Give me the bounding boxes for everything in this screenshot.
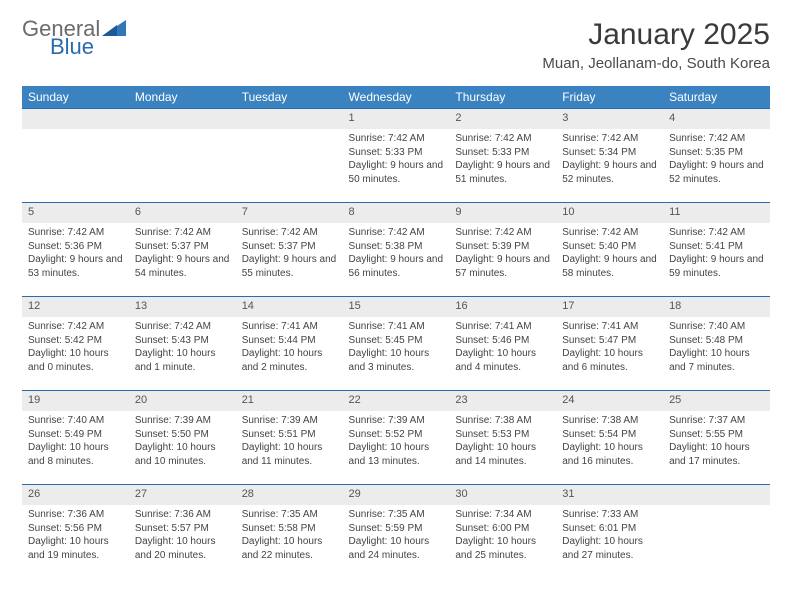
day-info-cell: Sunrise: 7:38 AMSunset: 5:53 PMDaylight:…	[449, 411, 556, 485]
title-block: January 2025 Muan, Jeollanam-do, South Ko…	[542, 18, 770, 72]
day-info-cell: Sunrise: 7:35 AMSunset: 5:58 PMDaylight:…	[236, 505, 343, 578]
day-info-cell: Sunrise: 7:41 AMSunset: 5:45 PMDaylight:…	[343, 317, 450, 391]
day-header: Saturday	[663, 86, 770, 109]
day-info-cell: Sunrise: 7:38 AMSunset: 5:54 PMDaylight:…	[556, 411, 663, 485]
day-header: Thursday	[449, 86, 556, 109]
day-info-cell: Sunrise: 7:40 AMSunset: 5:49 PMDaylight:…	[22, 411, 129, 485]
day-number-cell	[129, 109, 236, 130]
day-number-cell: 21	[236, 391, 343, 412]
calendar-body: 1234 Sunrise: 7:42 AMSunset: 5:33 PMDayl…	[22, 109, 770, 579]
info-row: Sunrise: 7:42 AMSunset: 5:36 PMDaylight:…	[22, 223, 770, 297]
day-info-cell: Sunrise: 7:42 AMSunset: 5:35 PMDaylight:…	[663, 129, 770, 203]
day-number-cell: 29	[343, 485, 450, 506]
day-info-cell: Sunrise: 7:42 AMSunset: 5:37 PMDaylight:…	[236, 223, 343, 297]
daynum-row: 12131415161718	[22, 297, 770, 318]
day-number-cell	[22, 109, 129, 130]
day-info-cell: Sunrise: 7:36 AMSunset: 5:56 PMDaylight:…	[22, 505, 129, 578]
day-info-cell: Sunrise: 7:35 AMSunset: 5:59 PMDaylight:…	[343, 505, 450, 578]
day-number-cell	[236, 109, 343, 130]
day-number-cell: 16	[449, 297, 556, 318]
day-number-cell: 9	[449, 203, 556, 224]
day-info-cell	[236, 129, 343, 203]
day-header: Monday	[129, 86, 236, 109]
day-info-cell: Sunrise: 7:41 AMSunset: 5:47 PMDaylight:…	[556, 317, 663, 391]
day-number-cell: 30	[449, 485, 556, 506]
day-number-cell: 1	[343, 109, 450, 130]
day-info-cell: Sunrise: 7:39 AMSunset: 5:50 PMDaylight:…	[129, 411, 236, 485]
day-number-cell: 22	[343, 391, 450, 412]
daynum-row: 567891011	[22, 203, 770, 224]
day-info-cell: Sunrise: 7:42 AMSunset: 5:38 PMDaylight:…	[343, 223, 450, 297]
info-row: Sunrise: 7:36 AMSunset: 5:56 PMDaylight:…	[22, 505, 770, 578]
day-number-cell: 28	[236, 485, 343, 506]
day-info-cell: Sunrise: 7:42 AMSunset: 5:34 PMDaylight:…	[556, 129, 663, 203]
day-number-cell: 23	[449, 391, 556, 412]
day-info-cell: Sunrise: 7:39 AMSunset: 5:52 PMDaylight:…	[343, 411, 450, 485]
day-number-cell: 8	[343, 203, 450, 224]
day-info-cell: Sunrise: 7:42 AMSunset: 5:43 PMDaylight:…	[129, 317, 236, 391]
day-header: Sunday	[22, 86, 129, 109]
day-number-cell: 13	[129, 297, 236, 318]
day-info-cell: Sunrise: 7:42 AMSunset: 5:40 PMDaylight:…	[556, 223, 663, 297]
day-info-cell: Sunrise: 7:42 AMSunset: 5:37 PMDaylight:…	[129, 223, 236, 297]
info-row: Sunrise: 7:40 AMSunset: 5:49 PMDaylight:…	[22, 411, 770, 485]
calendar-head: SundayMondayTuesdayWednesdayThursdayFrid…	[22, 86, 770, 109]
day-number-cell: 15	[343, 297, 450, 318]
day-number-cell: 26	[22, 485, 129, 506]
day-number-cell: 18	[663, 297, 770, 318]
day-number-cell: 4	[663, 109, 770, 130]
day-number-cell: 31	[556, 485, 663, 506]
day-info-cell: Sunrise: 7:36 AMSunset: 5:57 PMDaylight:…	[129, 505, 236, 578]
logo-text-blue: Blue	[50, 36, 126, 58]
day-header: Wednesday	[343, 86, 450, 109]
daynum-row: 1234	[22, 109, 770, 130]
daynum-row: 262728293031	[22, 485, 770, 506]
day-number-cell: 14	[236, 297, 343, 318]
brand-logo: GeneralBlue	[22, 18, 126, 58]
day-info-cell: Sunrise: 7:33 AMSunset: 6:01 PMDaylight:…	[556, 505, 663, 578]
day-info-cell	[22, 129, 129, 203]
location-text: Muan, Jeollanam-do, South Korea	[542, 55, 770, 72]
daynum-row: 19202122232425	[22, 391, 770, 412]
calendar-page: GeneralBlue January 2025 Muan, Jeollanam-d…	[0, 0, 792, 588]
day-info-cell: Sunrise: 7:34 AMSunset: 6:00 PMDaylight:…	[449, 505, 556, 578]
day-info-cell: Sunrise: 7:42 AMSunset: 5:39 PMDaylight:…	[449, 223, 556, 297]
day-number-cell: 25	[663, 391, 770, 412]
day-number-cell: 19	[22, 391, 129, 412]
day-number-cell: 10	[556, 203, 663, 224]
calendar-table: SundayMondayTuesdayWednesdayThursdayFrid…	[22, 86, 770, 578]
day-number-cell: 6	[129, 203, 236, 224]
day-info-cell: Sunrise: 7:41 AMSunset: 5:46 PMDaylight:…	[449, 317, 556, 391]
day-number-cell: 3	[556, 109, 663, 130]
day-info-cell: Sunrise: 7:39 AMSunset: 5:51 PMDaylight:…	[236, 411, 343, 485]
day-number-cell: 12	[22, 297, 129, 318]
day-number-cell: 11	[663, 203, 770, 224]
day-number-cell: 24	[556, 391, 663, 412]
day-info-cell: Sunrise: 7:42 AMSunset: 5:33 PMDaylight:…	[343, 129, 450, 203]
day-number-cell: 20	[129, 391, 236, 412]
day-info-cell: Sunrise: 7:42 AMSunset: 5:41 PMDaylight:…	[663, 223, 770, 297]
day-number-cell: 5	[22, 203, 129, 224]
day-info-cell: Sunrise: 7:42 AMSunset: 5:36 PMDaylight:…	[22, 223, 129, 297]
day-info-cell: Sunrise: 7:42 AMSunset: 5:33 PMDaylight:…	[449, 129, 556, 203]
day-info-cell: Sunrise: 7:37 AMSunset: 5:55 PMDaylight:…	[663, 411, 770, 485]
day-number-cell: 7	[236, 203, 343, 224]
day-number-cell: 27	[129, 485, 236, 506]
day-header: Friday	[556, 86, 663, 109]
day-info-cell: Sunrise: 7:41 AMSunset: 5:44 PMDaylight:…	[236, 317, 343, 391]
day-info-cell	[129, 129, 236, 203]
day-info-cell: Sunrise: 7:42 AMSunset: 5:42 PMDaylight:…	[22, 317, 129, 391]
month-title: January 2025	[542, 18, 770, 51]
info-row: Sunrise: 7:42 AMSunset: 5:33 PMDaylight:…	[22, 129, 770, 203]
day-number-cell	[663, 485, 770, 506]
info-row: Sunrise: 7:42 AMSunset: 5:42 PMDaylight:…	[22, 317, 770, 391]
day-info-cell	[663, 505, 770, 578]
day-number-cell: 17	[556, 297, 663, 318]
day-header-row: SundayMondayTuesdayWednesdayThursdayFrid…	[22, 86, 770, 109]
day-info-cell: Sunrise: 7:40 AMSunset: 5:48 PMDaylight:…	[663, 317, 770, 391]
day-number-cell: 2	[449, 109, 556, 130]
day-header: Tuesday	[236, 86, 343, 109]
